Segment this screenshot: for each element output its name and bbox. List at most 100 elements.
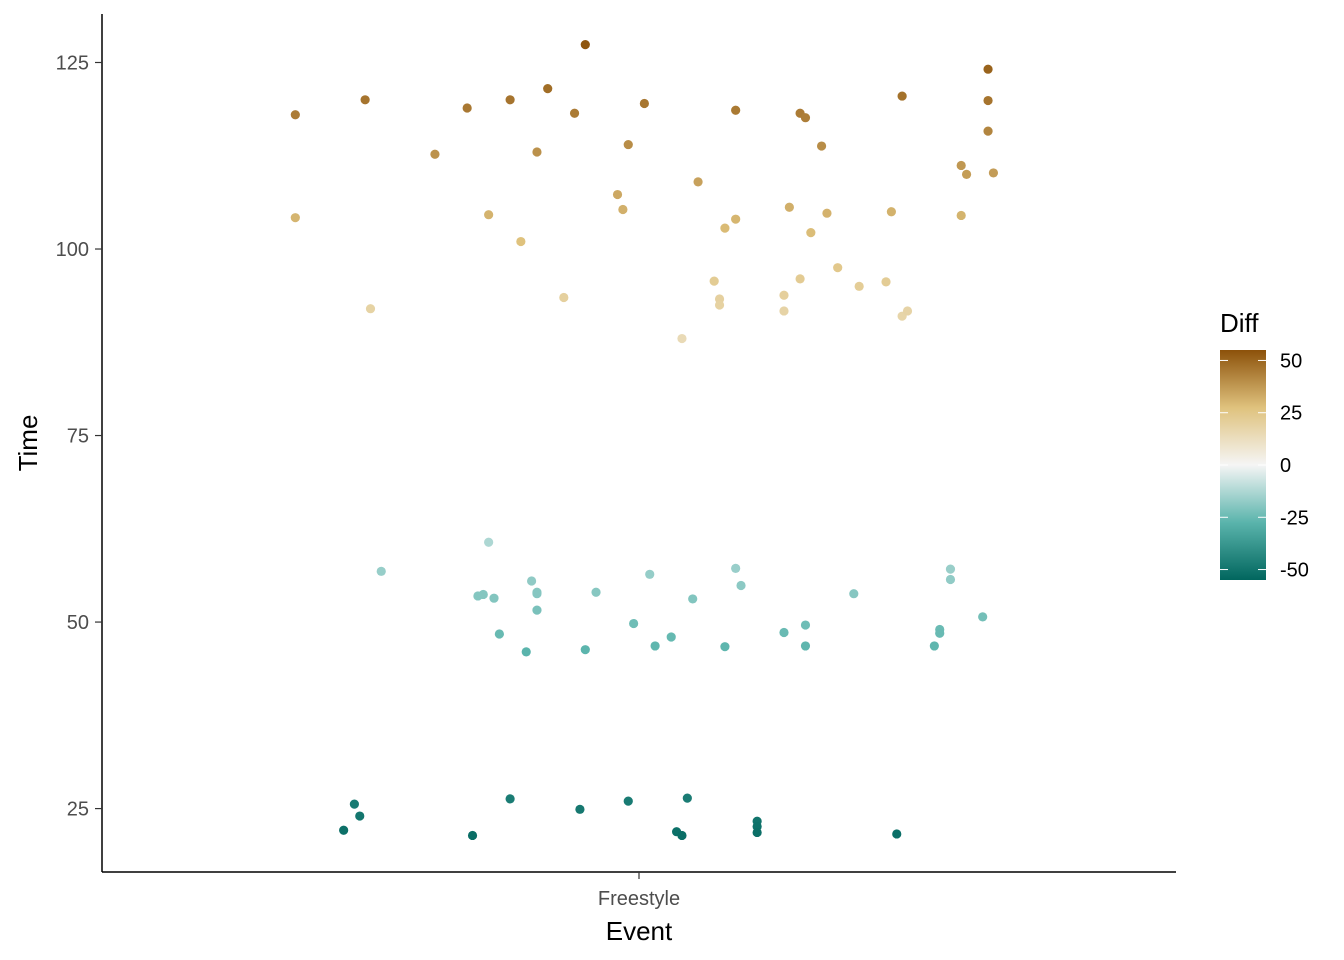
data-point [290, 110, 300, 120]
data-point [736, 580, 746, 591]
data-point [575, 804, 585, 814]
data-point [822, 208, 832, 218]
data-point [816, 141, 827, 151]
data-point [779, 306, 789, 316]
data-point [484, 537, 494, 547]
data-point [688, 594, 698, 604]
x-axis-title: Event [606, 916, 673, 946]
data-point [682, 793, 692, 803]
data-point [677, 830, 687, 841]
data-point [360, 95, 370, 105]
data-point [752, 827, 762, 838]
data-point [666, 632, 676, 642]
data-point [532, 147, 542, 157]
data-point [956, 210, 966, 221]
data-point [806, 228, 816, 238]
data-point [983, 126, 993, 136]
data-point [849, 589, 859, 599]
data-point [731, 563, 741, 573]
data-point [833, 263, 843, 273]
data-point [543, 84, 553, 94]
data-point [494, 629, 504, 639]
data-point [935, 628, 945, 638]
data-point [881, 277, 891, 287]
data-point [720, 223, 730, 233]
data-point [462, 103, 472, 113]
data-point [784, 202, 794, 212]
data-point [527, 576, 537, 586]
data-point [580, 645, 590, 655]
data-point [365, 304, 376, 314]
data-point [961, 169, 972, 180]
legend-tick-label: -25 [1280, 507, 1309, 529]
data-point [956, 160, 966, 171]
data-point [945, 564, 956, 574]
data-point [484, 210, 494, 220]
data-point [521, 647, 531, 657]
legend-tick-label: 25 [1280, 403, 1302, 425]
legend-tick-label: 50 [1280, 350, 1302, 372]
data-point [623, 796, 633, 806]
y-tick-label: 75 [67, 426, 89, 448]
y-axis-ticks: 25 50 75 100 125 [56, 52, 102, 821]
data-point [709, 276, 719, 286]
data-point [983, 64, 993, 74]
data-point [532, 605, 542, 615]
data-point [290, 213, 300, 223]
data-point [623, 139, 633, 150]
data-point [779, 627, 789, 638]
legend-title: Diff [1220, 308, 1259, 338]
data-point [731, 105, 741, 115]
data-point [467, 830, 478, 841]
data-point [677, 333, 687, 344]
data-point [639, 98, 649, 109]
data-point [376, 566, 386, 576]
data-point [645, 569, 655, 579]
y-tick-label: 125 [56, 52, 89, 74]
y-tick-label: 25 [67, 799, 89, 821]
data-point [929, 641, 939, 651]
data-point [795, 274, 805, 284]
data-point [779, 290, 789, 300]
legend-tick-label: 0 [1280, 455, 1291, 477]
data-point [580, 39, 590, 50]
y-axis-title: Time [13, 415, 43, 472]
data-point [629, 618, 639, 629]
data-point [489, 593, 499, 603]
data-point [800, 641, 811, 651]
data-point [897, 91, 907, 101]
data-point [800, 620, 811, 630]
data-point [714, 300, 725, 310]
data-point [983, 95, 993, 106]
data-point [731, 214, 741, 224]
y-tick-label: 100 [56, 239, 89, 261]
data-point [505, 794, 515, 804]
data-point [559, 292, 569, 303]
data-point [612, 189, 623, 200]
data-point [618, 204, 628, 215]
data-point [978, 612, 988, 622]
data-point [591, 587, 601, 597]
y-tick-label: 50 [67, 612, 89, 634]
data-point [478, 589, 488, 600]
x-tick-label: Freestyle [598, 888, 680, 910]
data-point [988, 168, 999, 178]
data-point [800, 113, 811, 123]
data-points [290, 39, 999, 841]
data-point [886, 207, 896, 217]
data-point [569, 108, 580, 118]
data-point [650, 641, 660, 651]
data-point [355, 811, 365, 821]
data-point [532, 589, 542, 599]
legend-tick-label: -50 [1280, 560, 1309, 582]
data-point [945, 574, 956, 585]
data-point [349, 799, 359, 809]
data-point [854, 281, 864, 291]
data-point [339, 825, 349, 835]
data-point [892, 829, 902, 839]
legend-ticks: 50 25 0 -25 -50 [1220, 350, 1309, 582]
data-point [720, 642, 730, 652]
data-point [505, 95, 515, 105]
data-point [693, 177, 703, 187]
